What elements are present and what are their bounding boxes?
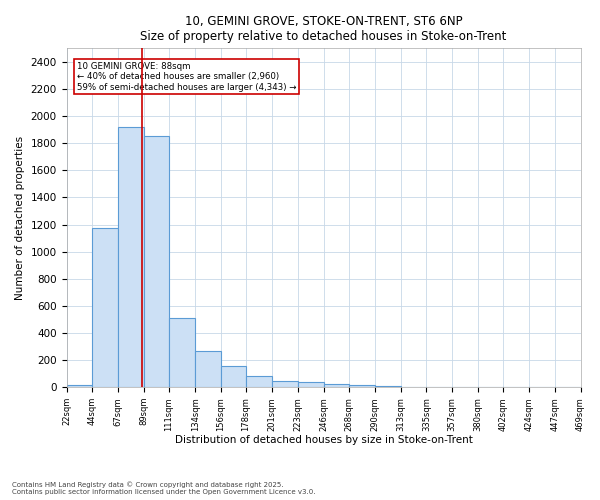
Bar — [374, 386, 401, 387]
Bar — [349, 385, 374, 387]
Text: Contains HM Land Registry data © Crown copyright and database right 2025.
Contai: Contains HM Land Registry data © Crown c… — [12, 482, 316, 495]
Bar — [196, 350, 221, 387]
Title: 10, GEMINI GROVE, STOKE-ON-TRENT, ST6 6NP
Size of property relative to detached : 10, GEMINI GROVE, STOKE-ON-TRENT, ST6 6N… — [140, 15, 507, 43]
Bar — [118, 127, 143, 387]
Bar — [221, 366, 246, 387]
Y-axis label: Number of detached properties: Number of detached properties — [15, 136, 25, 300]
Bar — [272, 381, 298, 387]
Bar — [246, 376, 272, 387]
Bar — [92, 228, 118, 387]
Bar — [298, 382, 324, 387]
Text: 10 GEMINI GROVE: 88sqm
← 40% of detached houses are smaller (2,960)
59% of semi-: 10 GEMINI GROVE: 88sqm ← 40% of detached… — [77, 62, 296, 92]
X-axis label: Distribution of detached houses by size in Stoke-on-Trent: Distribution of detached houses by size … — [175, 435, 472, 445]
Bar — [169, 318, 196, 387]
Bar — [67, 384, 92, 387]
Bar — [401, 386, 427, 387]
Bar — [143, 136, 169, 387]
Bar — [324, 384, 349, 387]
